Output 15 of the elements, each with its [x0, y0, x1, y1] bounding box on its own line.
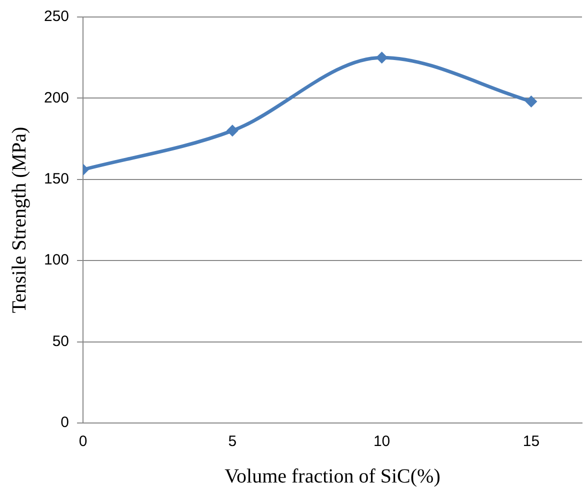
- y-tick-label: 50: [52, 332, 70, 350]
- point: [226, 124, 238, 137]
- x-tick-label: 0: [78, 433, 88, 450]
- x-tick-label: 5: [228, 433, 237, 450]
- x-axis-title: Volume fraction of SiC(%): [224, 465, 440, 488]
- point: [525, 95, 538, 108]
- y-tick-label: 200: [44, 89, 70, 106]
- x-tick-label: 10: [373, 433, 390, 450]
- y-axis-title: Tensile Strength (MPa): [8, 126, 30, 314]
- x-tick-label: 15: [522, 433, 540, 450]
- y-tick-label: 150: [44, 170, 70, 188]
- y-tick-label: 100: [44, 252, 70, 269]
- y-tick-label: 0: [60, 414, 70, 432]
- y-tick-label: 250: [44, 8, 70, 26]
- point: [376, 52, 388, 64]
